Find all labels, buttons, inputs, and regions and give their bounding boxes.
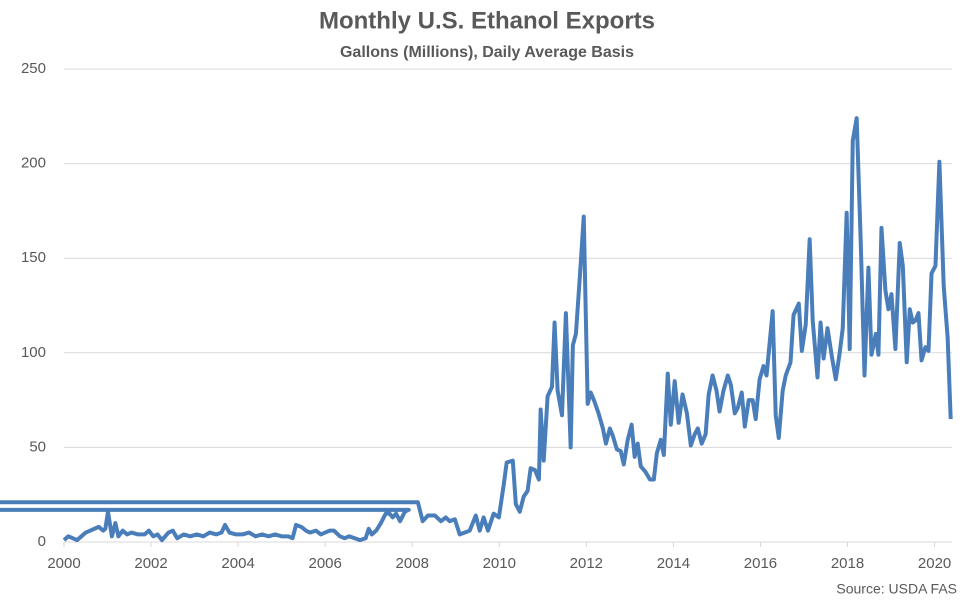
y-tick-label: 0: [38, 533, 46, 550]
x-tick-label: 2004: [221, 555, 254, 572]
chart-subtitle: Gallons (Millions), Daily Average Basis: [340, 44, 634, 61]
data-line: [0, 116, 953, 543]
x-tick-label: 2020: [918, 555, 951, 572]
x-tick-label: 2016: [744, 555, 777, 572]
y-tick-label: 150: [21, 249, 46, 266]
x-tick-label: 2006: [308, 555, 341, 572]
y-tick-label: 200: [21, 155, 46, 172]
x-tick-label: 2000: [47, 555, 80, 572]
x-tick-label: 2018: [831, 555, 864, 572]
x-tick-label: 2008: [396, 555, 429, 572]
x-tick-label: 2002: [134, 555, 167, 572]
x-tick-label: 2010: [483, 555, 516, 572]
x-tick-label: 2014: [657, 555, 690, 572]
y-tick-label: 50: [29, 438, 46, 455]
y-tick-label: 100: [21, 344, 46, 361]
y-tick-label: 250: [21, 60, 46, 77]
chart-title: Monthly U.S. Ethanol Exports: [319, 7, 655, 34]
source-note: Source: USDA FAS: [836, 581, 957, 597]
x-tick-label: 2012: [570, 555, 603, 572]
